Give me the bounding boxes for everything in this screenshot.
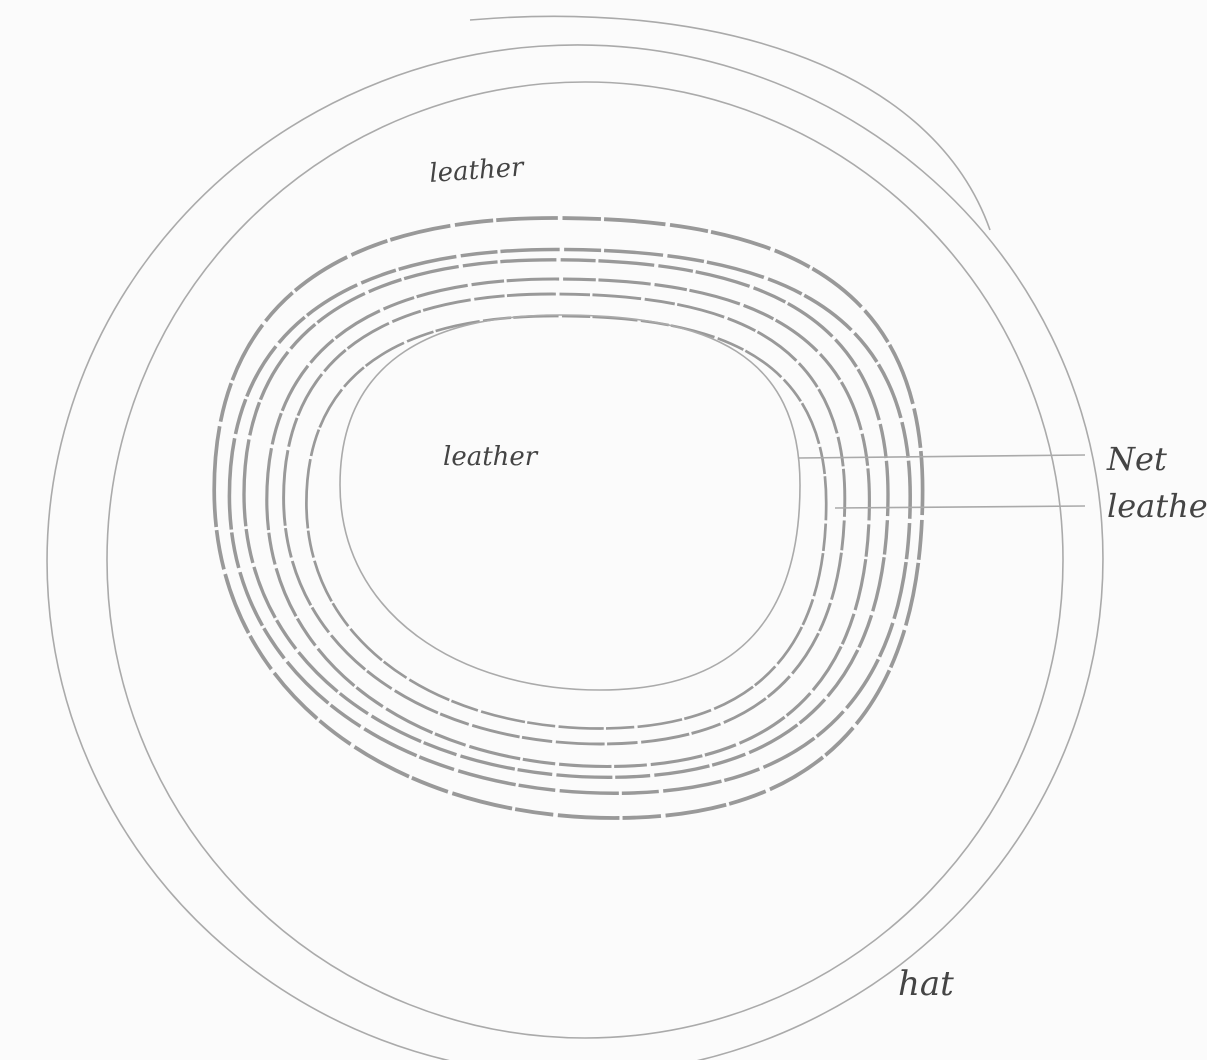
label: hat — [898, 964, 954, 1004]
label: leather — [443, 442, 539, 472]
sketch: leather leather Net leather hat — [0, 0, 1207, 1060]
label: leather — [1107, 487, 1207, 525]
label: Net — [1106, 440, 1167, 478]
paper — [0, 0, 1207, 1060]
